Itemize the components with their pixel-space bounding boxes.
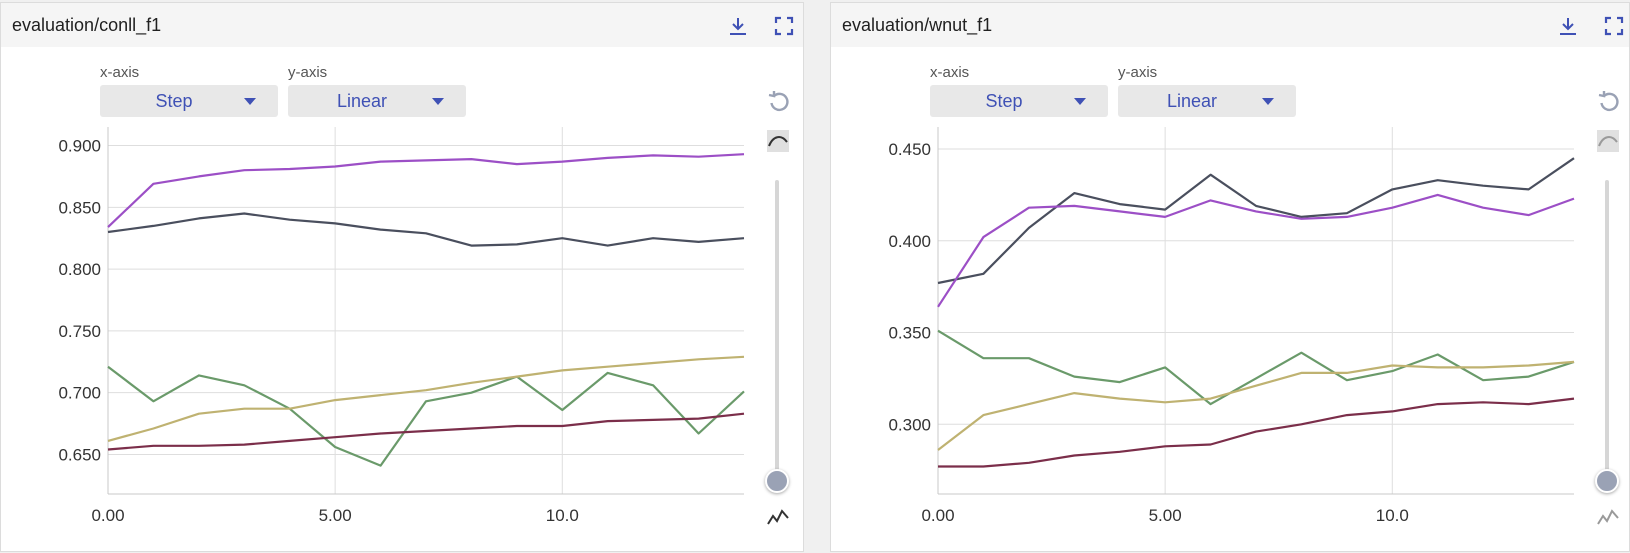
series-line-0 [107, 153, 745, 228]
series-line-2 [107, 365, 745, 467]
smoothing-slider[interactable] [1605, 180, 1609, 480]
fullscreen-icon[interactable] [1602, 14, 1626, 38]
chart-title: evaluation/conll_f1 [12, 15, 162, 35]
y-tick-label: 0.700 [58, 384, 101, 403]
y-tick-label: 0.300 [888, 415, 931, 434]
smoothing-icon[interactable] [1597, 130, 1619, 152]
caret-down-icon [1262, 98, 1274, 105]
x-axis-label: x-axis [100, 64, 140, 81]
x-axis-select-value: Step [985, 91, 1023, 111]
series-line-2 [937, 329, 1575, 406]
card-header: evaluation/conll_f1 [1, 3, 803, 47]
download-icon[interactable] [726, 14, 750, 38]
line-chart-wnut: 0.300 0.350 0.400 0.450 0.00 5.00 10.0 [888, 127, 1575, 525]
reset-zoom-icon[interactable] [1596, 89, 1622, 115]
y-tick-label: 0.350 [888, 324, 931, 343]
x-axis-select-value: Step [155, 91, 193, 111]
caret-down-icon [244, 98, 256, 105]
series-line-4 [938, 397, 1575, 468]
series-line-0 [937, 157, 1575, 285]
y-axis-label: y-axis [288, 64, 328, 81]
y-tick-label: 0.750 [58, 322, 101, 341]
x-tick-label: 5.00 [1149, 506, 1182, 525]
y-tick-label: 0.900 [58, 137, 101, 156]
y-tick-label: 0.400 [888, 232, 931, 251]
chart-card-wnut: evaluation/wnut_f1 x-axis y-axis Step Li… [830, 2, 1630, 552]
y-axis-select[interactable]: Linear [1118, 85, 1296, 117]
x-tick-label: 0.00 [921, 506, 954, 525]
smoothing-icon[interactable] [767, 130, 789, 152]
x-tick-label: 10.0 [1376, 506, 1409, 525]
x-axis-label: x-axis [930, 64, 970, 81]
y-axis-label: y-axis [1118, 64, 1158, 81]
y-axis-select-value: Linear [1166, 91, 1218, 111]
chart-title: evaluation/wnut_f1 [842, 15, 993, 35]
caret-down-icon [432, 98, 444, 105]
chart-card-conll: evaluation/conll_f1 x-axis y-axis Step L… [0, 2, 804, 552]
x-tick-label: 10.0 [546, 506, 579, 525]
series-line-1 [107, 212, 745, 247]
card-header: evaluation/wnut_f1 [831, 3, 1629, 47]
y-tick-label: 0.450 [888, 140, 931, 159]
smoothing-slider[interactable] [775, 180, 779, 480]
line-chart-icon[interactable] [767, 506, 789, 528]
y-tick-label: 0.800 [58, 260, 101, 279]
series-line-3 [937, 360, 1575, 451]
reset-zoom-icon[interactable] [766, 89, 792, 115]
fullscreen-icon[interactable] [772, 14, 796, 38]
y-tick-label: 0.850 [58, 198, 101, 217]
line-chart-conll: 0.650 0.700 0.750 0.800 0.850 0.900 0.00 5.00 10… [58, 127, 745, 525]
download-icon[interactable] [1556, 14, 1580, 38]
x-tick-label: 0.00 [91, 506, 124, 525]
smoothing-slider-knob[interactable] [765, 469, 789, 493]
series-line-4 [107, 412, 745, 451]
y-axis-select[interactable]: Linear [288, 85, 466, 117]
line-chart-icon[interactable] [1597, 506, 1619, 528]
y-tick-label: 0.650 [58, 445, 101, 464]
series-line-1 [937, 193, 1575, 308]
x-tick-label: 5.00 [319, 506, 352, 525]
smoothing-slider-knob[interactable] [1595, 469, 1619, 493]
x-axis-select[interactable]: Step [100, 85, 278, 117]
y-axis-select-value: Linear [336, 91, 388, 111]
x-axis-select[interactable]: Step [930, 85, 1108, 117]
series-line-3 [107, 355, 745, 442]
caret-down-icon [1074, 98, 1086, 105]
